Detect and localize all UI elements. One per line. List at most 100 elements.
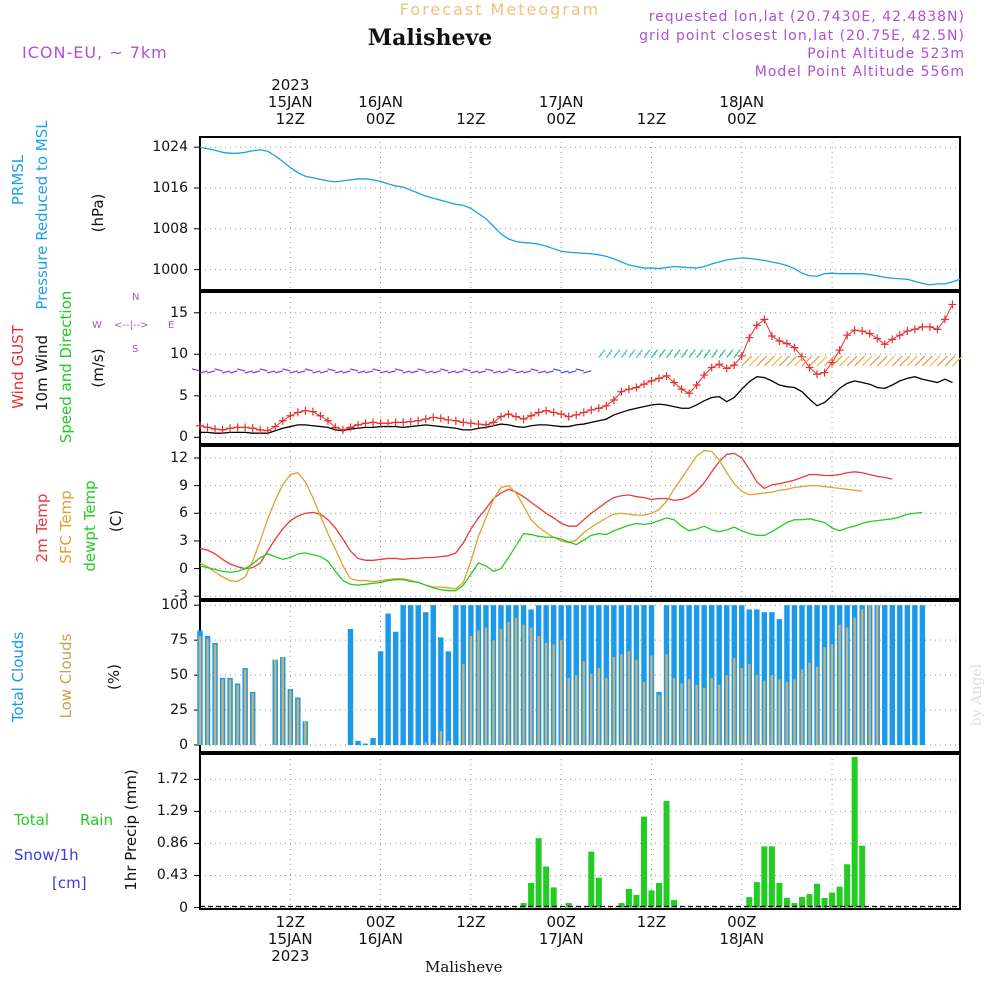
total-cloud-bar	[453, 605, 459, 746]
wind-arrow	[237, 368, 246, 372]
total-cloud-bar	[438, 637, 444, 746]
bottom-time-label-line: 18JAN	[719, 930, 765, 948]
wind-arrow	[259, 368, 268, 372]
wind-arrow	[492, 370, 502, 374]
rain-bar	[588, 851, 595, 908]
wind-arrow	[485, 368, 494, 372]
low-cloud-bar	[221, 679, 224, 746]
low-cloud-bar	[815, 666, 819, 746]
y-tick-label: 0	[179, 899, 188, 916]
gust-marker	[670, 378, 679, 387]
wind-arrow	[718, 349, 726, 358]
wind-arrow	[357, 370, 366, 374]
rain-bar	[648, 890, 655, 908]
top-time-label-line: 00Z	[365, 110, 396, 128]
wind-arrow	[395, 368, 404, 372]
wind-arrow	[952, 355, 963, 367]
wind-arrow	[658, 349, 666, 358]
gust-marker	[579, 408, 588, 417]
low-cloud-bar	[657, 694, 661, 746]
gust-marker	[444, 415, 453, 424]
wind-arrow	[342, 370, 351, 374]
low-cloud-bar	[785, 682, 789, 746]
total-cloud-bar	[430, 605, 436, 746]
wind-arrow	[349, 368, 359, 372]
wind-arrow	[839, 355, 851, 367]
gust-marker	[730, 361, 739, 370]
bottom-time-label: 00Z 16JAN	[341, 914, 421, 948]
low-cloud-bar	[710, 677, 713, 746]
low-cloud-bar	[702, 687, 706, 746]
wind-arrow	[681, 349, 689, 358]
wind-arrow	[327, 368, 336, 372]
gust-marker	[572, 410, 581, 419]
panel-frame-precip	[199, 753, 961, 910]
total-cloud-bar	[686, 605, 692, 746]
y-tick-label: 6	[179, 505, 188, 522]
wind-arrow	[651, 349, 658, 358]
rain-bar	[528, 882, 535, 908]
total-cloud-bar	[445, 651, 452, 746]
gust-marker	[609, 395, 618, 404]
y-tick-label: 50	[170, 667, 188, 684]
gust-marker	[662, 371, 671, 380]
total-cloud-bar	[415, 605, 421, 746]
top-time-label-line: 00Z	[546, 110, 576, 128]
gust-marker	[655, 374, 664, 383]
gust-marker	[233, 423, 242, 432]
gust-marker	[354, 420, 363, 429]
low-cloud-bar	[635, 659, 638, 746]
wind-arrow	[319, 370, 329, 374]
wind-arrow	[267, 370, 276, 374]
total-cloud-bar	[912, 605, 918, 746]
rain-bar	[618, 903, 625, 908]
total-cloud-bar	[716, 605, 722, 746]
gust-marker	[376, 419, 385, 428]
requested-coords: requested lon,lat (20.7430E, 42.4838N)	[648, 9, 965, 25]
gust-marker	[481, 420, 490, 429]
low-cloud-bar	[206, 638, 209, 746]
low-cloud-bar	[432, 743, 435, 746]
series-line-2m-temp	[199, 452, 893, 570]
wind-arrow	[229, 370, 238, 374]
low-cloud-bar	[845, 627, 849, 746]
total-cloud-bar	[919, 605, 926, 746]
low-cloud-bar	[680, 683, 683, 746]
gust-marker	[692, 381, 701, 390]
low-cloud-bar	[725, 675, 728, 746]
meteogram-title: Forecast Meteogram	[399, 0, 601, 19]
bottom-time-label: 12Z	[431, 914, 511, 931]
wind-arrow	[191, 368, 201, 372]
compass-w: W	[92, 320, 102, 331]
rain-bar	[656, 882, 663, 908]
model-label: ICON-EU, ~ 7km	[22, 43, 168, 62]
wind-arrow	[635, 349, 643, 358]
gust-marker	[203, 423, 212, 432]
wind-arrow	[628, 349, 636, 358]
wind-arrow	[282, 368, 291, 372]
rain-bar	[663, 800, 670, 908]
grid-point-coords: grid point closest lon,lat (20.75E, 42.5…	[639, 28, 965, 44]
wind-arrow	[778, 355, 790, 367]
y-tick-label: 1.72	[156, 771, 188, 788]
wind-arrow	[199, 370, 208, 374]
bottom-location: Malisheve	[425, 958, 503, 976]
total-cloud-bar	[407, 605, 414, 746]
low-cloud-bar	[484, 627, 488, 746]
y-tick-label: 0	[179, 737, 188, 753]
y-tick-label: 10	[170, 346, 188, 363]
wind-arrow	[643, 349, 651, 358]
bottom-time-label: 00Z 18JAN	[702, 914, 782, 948]
wind-arrow	[545, 370, 554, 374]
wind-arrow	[786, 355, 798, 367]
wind-arrow	[244, 370, 253, 374]
gust-marker	[564, 412, 573, 421]
gust-marker	[895, 331, 904, 340]
bottom-time-label-line: 15JAN	[267, 930, 313, 948]
gust-marker	[316, 411, 325, 420]
gust-marker	[557, 410, 566, 419]
gust-marker	[474, 420, 483, 429]
gust-marker	[933, 325, 942, 334]
top-time-label: 17JAN 00Z	[521, 94, 601, 128]
low-cloud-bar	[687, 679, 691, 746]
